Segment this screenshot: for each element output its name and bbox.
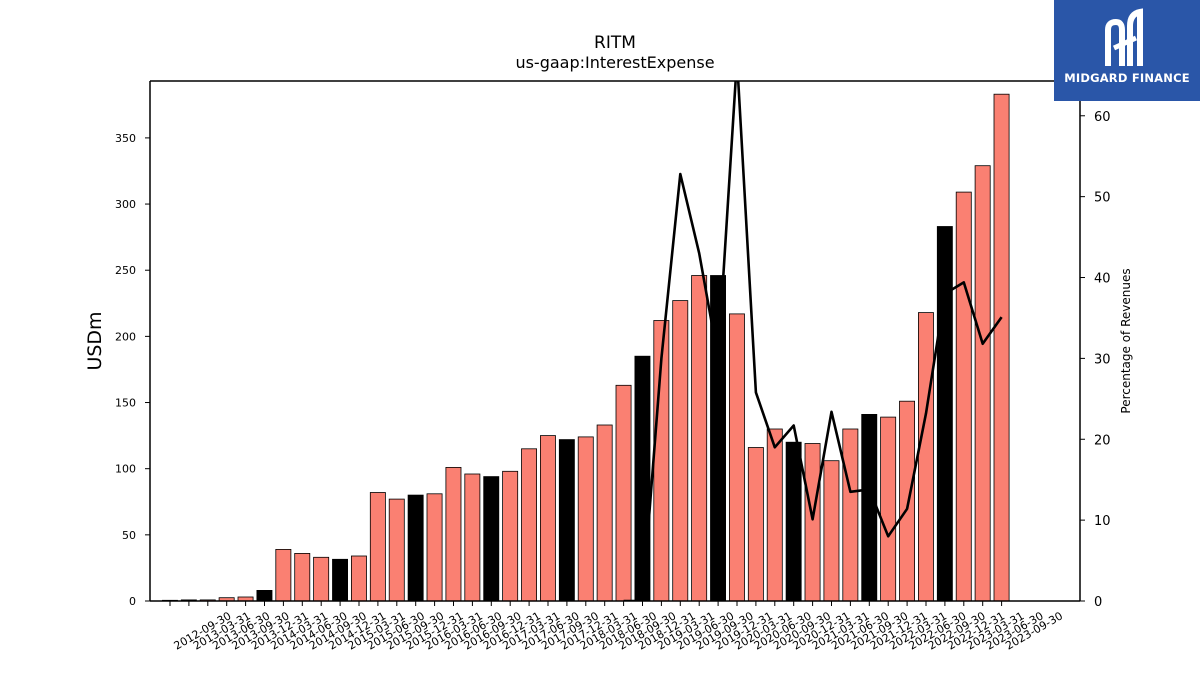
bar: [445, 466, 462, 602]
bar: [691, 275, 708, 602]
bar: [785, 441, 802, 602]
axes: [149, 80, 1081, 602]
y-tick-label: 250: [115, 264, 136, 277]
bar: [540, 435, 556, 602]
bar: [729, 313, 745, 602]
brand-logo: MIDGARD FINANCE: [1054, 0, 1200, 101]
chart-title: RITM: [594, 33, 636, 53]
y2-tick-label: 0: [1094, 595, 1102, 610]
bar: [993, 93, 1010, 602]
y2-tick-label: 20: [1094, 433, 1111, 448]
bar: [483, 476, 500, 602]
bar: [615, 384, 632, 602]
bar: [294, 553, 311, 602]
bar: [861, 413, 878, 602]
bar: [332, 558, 349, 602]
bar: [747, 447, 764, 602]
bar: [350, 555, 367, 602]
y2-tick-label: 30: [1094, 352, 1111, 367]
bar: [388, 498, 405, 602]
y2-tick-label: 50: [1094, 191, 1111, 206]
bar: [766, 428, 783, 602]
y-tick-label: 50: [122, 529, 136, 542]
bar: [521, 448, 538, 602]
bar: [918, 312, 934, 602]
y-tick-label: 0: [129, 595, 136, 608]
bar: [634, 355, 651, 602]
y2-tick-label: 60: [1094, 110, 1111, 125]
y2-axis-label: Percentage of Revenues: [1119, 268, 1133, 413]
y-axis-label: USDm: [84, 311, 106, 370]
bar: [974, 165, 991, 602]
x-axis-ticks: 2012-09-302013-03-312013-06-302013-09-30…: [169, 601, 1065, 653]
bar: [369, 492, 386, 602]
y2-tick-label: 40: [1094, 272, 1111, 287]
bar: [502, 470, 519, 602]
bar: [426, 493, 443, 602]
y-tick-label: 100: [115, 463, 136, 476]
bar: [842, 428, 859, 602]
bar: [936, 226, 953, 602]
y2-tick-label: 10: [1094, 514, 1111, 529]
bar-series: [161, 93, 1010, 602]
logo-mark-icon: [1105, 8, 1143, 66]
y-tick-label: 350: [115, 132, 136, 145]
y2-axis-ticks: 0 10 20 30 40 50 60: [1080, 110, 1111, 610]
y-tick-label: 200: [115, 330, 136, 343]
bar: [407, 494, 424, 602]
bar: [577, 436, 594, 602]
percentage-line-series: [623, 81, 1003, 601]
bar: [558, 439, 575, 602]
bar: [804, 443, 821, 602]
bar: [880, 416, 897, 602]
bar: [313, 556, 330, 602]
chart-subtitle: us-gaap:InterestExpense: [515, 53, 714, 72]
bar: [256, 590, 273, 602]
y-tick-label: 300: [115, 198, 136, 211]
y-axis-ticks: 0 50 100 150 200 250 300 350: [115, 132, 150, 608]
bar: [596, 424, 613, 602]
bar: [955, 191, 972, 602]
y-tick-label: 150: [115, 397, 136, 410]
bar: [464, 473, 481, 602]
bar: [899, 400, 916, 602]
bar: [823, 460, 840, 602]
bar: [672, 300, 689, 602]
bar: [275, 549, 292, 602]
logo-text: MIDGARD FINANCE: [1064, 71, 1190, 85]
percentage-line: [623, 81, 1003, 601]
